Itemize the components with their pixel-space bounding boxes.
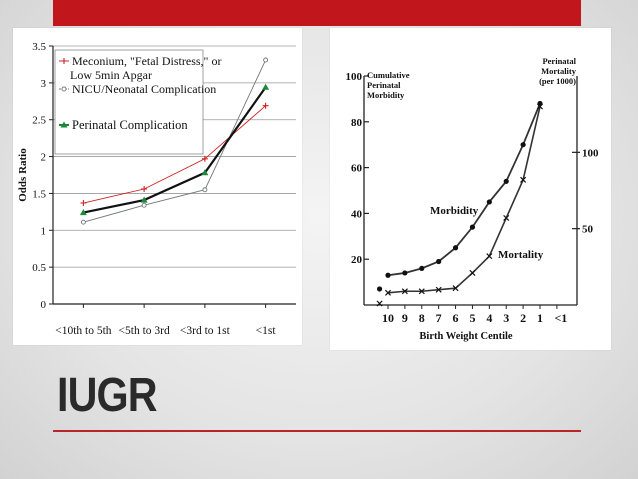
mortality-point [452, 285, 459, 292]
data-point-marker [201, 169, 209, 176]
y-tick-label: 0.5 [32, 262, 46, 274]
left-tick-label: 40 [351, 208, 363, 220]
odds-ratio-chart: 0 0.5 1 1.5 2 2.5 3 3.5 <10th to 5th <5th to 3rd <… [13, 28, 302, 345]
birth-weight-chart-svg: 2040608010050100CumulativePerinatalMorbi… [346, 56, 600, 342]
top-accent-bar [53, 0, 581, 26]
mortality-point [435, 286, 442, 293]
birth-weight-chart: 20 40 60 80 100 50 100 Cumulative Perinatal Morbi… [330, 28, 611, 350]
morbidity-point [503, 178, 509, 184]
x-tick-label: 8 [419, 311, 425, 325]
legend-label: NICU/Neonatal Complication [72, 82, 216, 96]
morbidity-point [385, 272, 391, 278]
y-tick-label: 0 [41, 299, 47, 311]
x-tick-label: 10 [382, 311, 394, 325]
data-point-marker [79, 209, 87, 216]
x-tick-label: 7 [436, 311, 442, 325]
mortality-line [387, 106, 541, 294]
right-tick-label: 100 [582, 147, 599, 159]
left-tick-label: 80 [351, 117, 363, 129]
data-point-marker [263, 57, 269, 63]
x-tick-label: <1st [256, 325, 277, 337]
x-tick-label: 6 [453, 311, 459, 325]
data-point-marker [201, 155, 208, 162]
data-point-marker [262, 83, 270, 90]
data-point-marker [262, 102, 269, 109]
y-axis-label: Odds Ratio [17, 148, 29, 202]
morbidity-point [436, 258, 442, 265]
right-axis-title: Mortality [541, 66, 577, 76]
y-tick-label: 1.5 [32, 188, 46, 200]
data-point-marker [61, 58, 67, 64]
x-tick-label: 2 [520, 311, 526, 325]
left-axis-title: Cumulative [367, 70, 410, 80]
mortality-point [486, 253, 493, 260]
y-tick-label: 2.5 [32, 115, 46, 127]
mortality-point [401, 288, 408, 295]
x-tick-label: 9 [402, 311, 408, 325]
morbidity-point [402, 270, 408, 276]
x-tick-label: 4 [486, 311, 492, 325]
x-axis-label: Birth Weight Centile [419, 331, 512, 342]
data-point-marker [141, 186, 148, 193]
morbidity-point [376, 286, 383, 292]
mortality-label: Mortality [498, 249, 544, 261]
legend-box [54, 49, 204, 155]
x-tick-label: 3 [503, 311, 509, 325]
x-tick-label: <10th to 5th [55, 325, 112, 337]
x-tick-label: <3rd to 1st [180, 325, 231, 337]
y-tick-label: 2 [41, 152, 47, 164]
y-tick-label: 3.5 [32, 41, 46, 53]
series-line [83, 59, 267, 223]
right-axis-title: Perinatal [542, 56, 576, 66]
right-axis-title: (per 1000) [539, 76, 576, 86]
slide-title: IUGR [57, 369, 158, 422]
left-axis-title: Perinatal [367, 80, 401, 90]
x-tick-label: <5th to 3rd [119, 325, 170, 337]
data-point-marker [60, 121, 68, 128]
morbidity-line [387, 103, 541, 277]
mortality-point [503, 214, 510, 222]
data-point-marker [202, 187, 208, 193]
left-tick-label: 20 [351, 254, 363, 266]
mortality-point [376, 300, 383, 307]
morbidity-point [520, 142, 526, 148]
data-point-marker [61, 86, 67, 92]
x-tick-label: 5 [469, 311, 475, 325]
morbidity-point [469, 224, 476, 230]
morbidity-point [486, 199, 492, 205]
left-axis-title: Morbidity [367, 90, 405, 100]
morbidity-point [419, 265, 425, 271]
x-tick-label: 1 [537, 311, 543, 325]
mortality-point [469, 269, 476, 276]
data-point-marker [140, 196, 148, 203]
legend-label: Perinatal Complication [72, 118, 188, 132]
right-tick-label: 50 [582, 224, 594, 236]
legend-label: Meconium, "Fetal Distress," or [72, 54, 221, 68]
series-line [83, 105, 266, 204]
y-tick-label: 3 [41, 78, 47, 90]
left-tick-label: 60 [351, 163, 363, 175]
morbidity-label: Morbidity [430, 205, 479, 217]
mortality-point [536, 103, 544, 110]
left-tick-label: 100 [346, 71, 363, 83]
y-tick-label: 1 [41, 225, 47, 237]
data-point-marker [80, 200, 87, 207]
title-underline [53, 430, 581, 432]
odds-ratio-chart-svg: 0 0.5 1 1.5 2 2.5 3 3.5 <10th to 5th <5th to 3rd <… [17, 41, 296, 337]
morbidity-point [452, 245, 459, 251]
data-point-marker [80, 219, 86, 225]
data-point-marker [141, 202, 147, 208]
x-tick-label: <1 [554, 311, 567, 325]
mortality-point [418, 288, 425, 295]
legend-label: Low 5min Apgar [70, 68, 152, 82]
mortality-point [520, 176, 527, 183]
mortality-point [384, 289, 392, 296]
series-line [83, 86, 267, 214]
